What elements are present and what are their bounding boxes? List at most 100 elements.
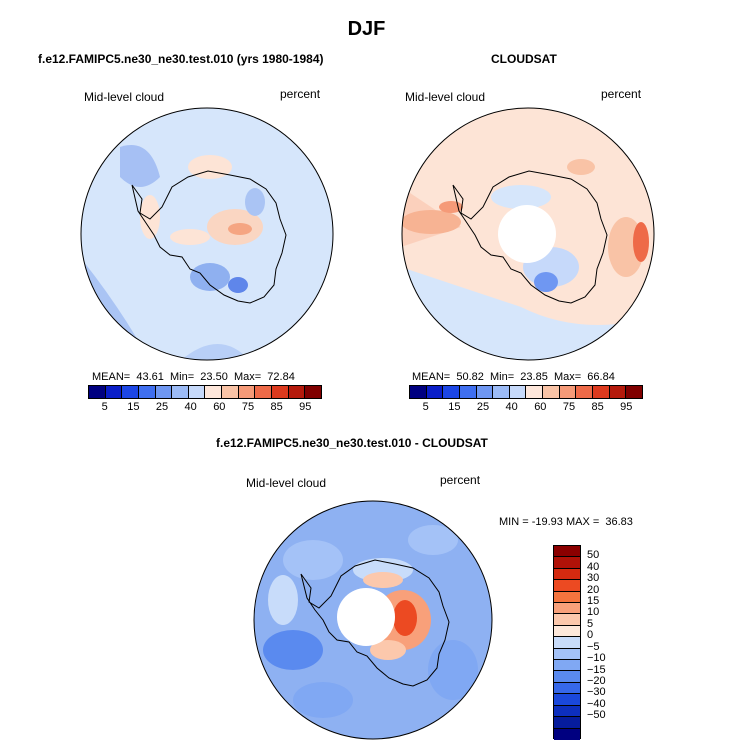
diff-colorbar — [553, 545, 581, 740]
colorbar-swatch — [238, 386, 256, 398]
diff-minmax: MIN = -19.93 MAX = 36.83 — [499, 516, 633, 528]
colorbar-tick-label: 85 — [591, 401, 604, 413]
diff-polar-map — [253, 500, 493, 740]
colorbar-swatch — [410, 386, 427, 398]
colorbar-tick-label: 75 — [241, 401, 255, 413]
panel1-polar-map — [80, 107, 334, 361]
colorbar-tick-label: 20 — [587, 583, 600, 596]
colorbar-tick-label: −15 — [587, 663, 606, 676]
diff-coastline — [300, 559, 450, 687]
colorbar-swatch — [272, 386, 289, 398]
colorbar-swatch — [554, 637, 580, 649]
colorbar-swatch — [89, 386, 106, 398]
colorbar-swatch — [554, 728, 580, 740]
colorbar-swatch — [554, 717, 580, 729]
colorbar-swatch — [105, 386, 123, 398]
colorbar-swatch — [554, 580, 580, 592]
colorbar-swatch — [554, 568, 580, 581]
colorbar-tick-label: 15 — [448, 401, 461, 413]
panel1-right-label: percent — [280, 87, 321, 101]
colorbar-swatch — [188, 386, 206, 398]
colorbar-tick-label: 40 — [505, 401, 518, 413]
colorbar-swatch — [172, 386, 189, 398]
colorbar-swatch — [554, 682, 580, 695]
panel2-border — [401, 107, 655, 361]
colorbar-swatch — [626, 386, 642, 398]
colorbar-tick-label: 40 — [184, 401, 197, 413]
panel1-coastline — [131, 170, 287, 304]
colorbar-tick-label: −20 — [587, 674, 606, 687]
colorbar-tick-label: 25 — [476, 401, 490, 413]
colorbar-tick-label: 60 — [213, 401, 226, 413]
colorbar-tick-label: 95 — [620, 401, 633, 413]
colorbar-swatch — [205, 386, 223, 398]
colorbar-swatch — [138, 386, 156, 398]
colorbar-tick-label: 5 — [422, 401, 429, 413]
panel1-subtitle: f.e12.FAMIPC5.ne30_ne30.test.010 (yrs 19… — [38, 52, 324, 66]
colorbar-swatch — [554, 705, 580, 718]
colorbar-tick-label: −40 — [587, 697, 606, 710]
panel1-stats: MEAN= 43.61 Min= 23.50 Max= 72.84 — [92, 371, 295, 383]
colorbar-swatch — [493, 386, 510, 398]
colorbar-swatch — [609, 386, 627, 398]
panel1-colorbar — [88, 385, 322, 399]
panel1-left-label: Mid-level cloud — [84, 90, 165, 104]
colorbar-swatch — [593, 386, 610, 398]
colorbar-swatch — [543, 386, 560, 398]
colorbar-tick-label: −30 — [587, 686, 606, 699]
colorbar-swatch — [554, 671, 580, 683]
panel2-subtitle: CLOUDSAT — [491, 52, 557, 66]
colorbar-swatch — [554, 660, 580, 672]
colorbar-tick-label: 85 — [270, 401, 283, 413]
colorbar-tick-label: 5 — [587, 617, 594, 630]
colorbar-swatch — [554, 557, 580, 569]
colorbar-swatch — [554, 648, 580, 661]
diff-subtitle: f.e12.FAMIPC5.ne30_ne30.test.010 - CLOUD… — [216, 436, 488, 450]
diff-left-label: Mid-level cloud — [246, 476, 327, 490]
panel2-coastline — [452, 170, 608, 304]
colorbar-tick-label: −10 — [587, 652, 606, 665]
colorbar-swatch — [509, 386, 527, 398]
panel2-left-label: Mid-level cloud — [405, 90, 486, 104]
colorbar-tick-label: 15 — [127, 401, 140, 413]
colorbar-swatch — [288, 386, 306, 398]
colorbar-swatch — [426, 386, 444, 398]
colorbar-swatch — [554, 614, 580, 626]
colorbar-tick-label: 10 — [587, 606, 600, 619]
colorbar-tick-label: 25 — [155, 401, 169, 413]
diff-right-label: percent — [440, 473, 481, 487]
colorbar-swatch — [559, 386, 577, 398]
colorbar-tick-label: 15 — [587, 595, 600, 608]
colorbar-swatch — [305, 386, 321, 398]
colorbar-tick-label: −5 — [587, 640, 600, 653]
colorbar-swatch — [554, 591, 580, 604]
colorbar-swatch — [554, 603, 580, 615]
panel2-colorbar — [409, 385, 643, 399]
colorbar-tick-label: 5 — [101, 401, 108, 413]
colorbar-swatch — [155, 386, 173, 398]
colorbar-swatch — [122, 386, 139, 398]
panel2-polar-gap — [498, 205, 556, 263]
colorbar-tick-label: 50 — [587, 549, 600, 562]
colorbar-swatch — [255, 386, 273, 398]
colorbar-swatch — [554, 625, 580, 638]
panel2-right-label: percent — [601, 87, 642, 101]
colorbar-tick-label: 60 — [534, 401, 547, 413]
colorbar-tick-label: 75 — [562, 401, 576, 413]
panel1-border — [80, 107, 334, 361]
colorbar-tick-label: 40 — [587, 560, 600, 573]
colorbar-swatch — [222, 386, 239, 398]
panel2-polar-map — [401, 107, 655, 361]
colorbar-tick-label: 95 — [299, 401, 312, 413]
colorbar-swatch — [554, 694, 580, 706]
colorbar-swatch — [526, 386, 544, 398]
colorbar-swatch — [576, 386, 594, 398]
colorbar-swatch — [476, 386, 494, 398]
colorbar-swatch — [443, 386, 460, 398]
colorbar-tick-label: 30 — [587, 572, 600, 585]
colorbar-tick-label: 0 — [587, 629, 594, 642]
colorbar-swatch — [554, 546, 580, 558]
panel2-stats: MEAN= 50.82 Min= 23.85 Max= 66.84 — [412, 371, 615, 383]
diff-border — [253, 500, 493, 740]
diff-polar-gap — [337, 588, 395, 646]
